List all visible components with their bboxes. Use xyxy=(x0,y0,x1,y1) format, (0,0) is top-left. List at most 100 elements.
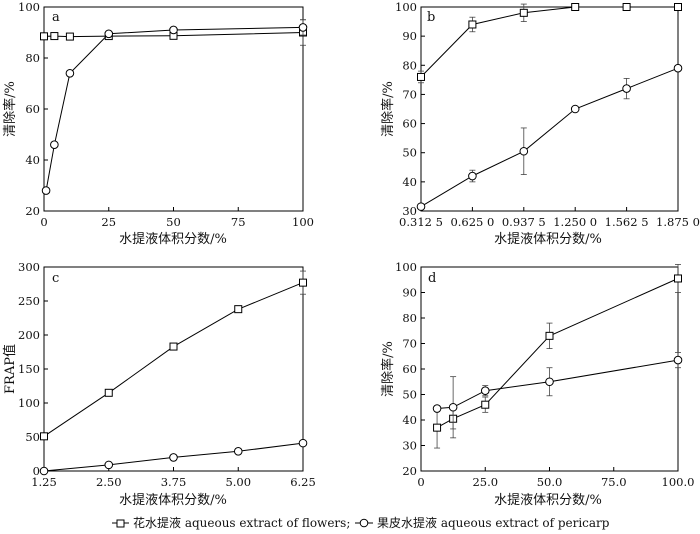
panel-a-point-pericarp xyxy=(65,69,75,78)
panel-d-xlabel: 水提液体积分数/% xyxy=(494,492,602,508)
panel-d-ytick-label: 20 xyxy=(402,464,417,478)
panel-c-point-flowers xyxy=(169,342,178,351)
panel-a-ytick-label: 80 xyxy=(25,51,40,65)
panel-a-ylabel: 清除率/% xyxy=(2,81,18,137)
panel-d-point-flowers xyxy=(433,423,442,432)
panel-d-point-flowers xyxy=(481,400,490,409)
panel-d-ytick-label: 80 xyxy=(402,311,417,325)
panel-a-point-pericarp xyxy=(298,23,308,32)
legend-label-pericarp: 果皮水提液 aqueous extract of pericarp xyxy=(377,515,610,530)
panel-a: a 水提液体积分数/% 清除率/% 0 25 50 75 100 20 40 60 80 100 xyxy=(2,0,314,247)
panel-c-ticks: 1.25 2.50 3.75 5.00 6.25 0 50 100 150 200 250 300 xyxy=(18,260,316,489)
panel-b-marks xyxy=(416,3,683,211)
panel-b-ytick-label: 80 xyxy=(402,58,417,72)
panel-d-xtick-label: 100.0 xyxy=(662,475,695,489)
panel-a-point-pericarp xyxy=(41,186,51,195)
panel-b-series-pericarp-line xyxy=(420,67,679,208)
panel-b-point-flowers xyxy=(519,8,528,17)
panel-c-point-pericarp xyxy=(104,460,114,470)
panel-b-xlabel: 水提液体积分数/% xyxy=(494,231,602,247)
panel-a-point-pericarp xyxy=(50,140,59,149)
panel-c-xlabel: 水提液体积分数/% xyxy=(119,492,227,508)
panel-a-ticks: 0 25 50 75 100 20 40 60 80 100 xyxy=(18,0,314,229)
panel-b-xtick-label: 0.312 5 xyxy=(399,215,443,229)
panel-b-series-flowers-line xyxy=(420,6,678,78)
panel-d-marks xyxy=(432,264,683,449)
panel-c-marks xyxy=(39,270,308,476)
panel-b-ytick-label: 30 xyxy=(402,204,417,218)
panel-b-point-flowers xyxy=(468,20,477,29)
panel-c-point-pericarp xyxy=(169,453,178,462)
panel-b-point-pericarp xyxy=(673,63,683,73)
panel-c-xtick-label: 2.50 xyxy=(96,475,122,489)
panel-c: c 水提液体积分数/% FRAP值 1.25 2.50 3.75 5.00 6.25 0 5… xyxy=(2,260,316,508)
panel-b-ytick-label: 70 xyxy=(402,87,417,101)
panel-d-point-flowers xyxy=(545,331,554,340)
panel-d-point-pericarp xyxy=(448,402,458,412)
panel-d-xtick-label: 0 xyxy=(417,475,424,489)
panel-a-label: a xyxy=(52,10,60,25)
panel-a-marks xyxy=(40,19,308,195)
panel-d-point-pericarp xyxy=(432,404,442,413)
panel-b-point-pericarp xyxy=(416,202,426,211)
panel-d-ytick-label: 70 xyxy=(402,337,417,351)
panel-c-ytick-label: 50 xyxy=(25,430,40,444)
panel-a-xtick-label: 25 xyxy=(101,215,116,229)
panel-d-ytick-label: 30 xyxy=(402,439,417,453)
panel-d-point-pericarp xyxy=(673,355,683,365)
panel-c-point-flowers xyxy=(234,305,243,314)
panel-a-xlabel: 水提液体积分数/% xyxy=(119,231,227,247)
panel-b-ytick-label: 100 xyxy=(395,0,417,14)
legend-circle-marker xyxy=(359,518,369,528)
panel-c-xtick-label: 1.25 xyxy=(31,475,57,489)
panel-d: d 水提液体积分数/% 清除率/% 0 25.0 50.0 75.0 100.0 20 30… xyxy=(380,260,694,508)
panel-b-point-flowers xyxy=(674,3,682,11)
panel-a-ytick-label: 60 xyxy=(25,102,40,116)
panel-d-ytick-label: 60 xyxy=(402,362,417,376)
panel-d-ytick-label: 40 xyxy=(402,413,417,427)
panel-c-xtick-label: 6.25 xyxy=(290,475,316,489)
panel-c-ytick-label: 100 xyxy=(18,396,40,410)
panel-d-xtick-label: 50.0 xyxy=(537,475,563,489)
panel-a-point-pericarp xyxy=(104,29,114,39)
panel-b-xtick-label: 1.562 5 xyxy=(605,215,649,229)
panel-a-xtick-label: 0 xyxy=(40,215,47,229)
panel-c-point-flowers xyxy=(40,432,48,441)
panel-b-xtick-label: 1.250 0 xyxy=(553,215,597,229)
panel-b-point-pericarp xyxy=(519,146,529,156)
panel-a-ytick-label: 100 xyxy=(18,0,40,14)
panel-b-ytick-label: 40 xyxy=(402,175,417,189)
panel-b-xtick-label: 1.875 0 xyxy=(656,215,700,229)
panel-c-series-flowers-line xyxy=(43,282,304,437)
panel-b: b 水提液体积分数/% 清除率/% 0.312 5 0.625 0 0.937 5 1… xyxy=(380,0,700,247)
panel-c-xtick-label: 5.00 xyxy=(225,475,251,489)
panel-d-xtick-label: 25.0 xyxy=(472,475,498,489)
panel-b-ylabel: 清除率/% xyxy=(380,81,396,137)
panel-a-point-flowers xyxy=(65,32,74,41)
panel-b-ytick-label: 50 xyxy=(402,146,417,160)
panel-c-frame xyxy=(43,266,304,472)
panel-b-point-flowers xyxy=(571,3,580,11)
panel-d-label: d xyxy=(428,271,436,286)
panel-d-series-pericarp-line xyxy=(437,359,679,409)
panel-d-point-flowers xyxy=(674,274,682,283)
panel-a-point-pericarp xyxy=(169,25,178,35)
panel-c-ylabel: FRAP值 xyxy=(2,344,18,394)
legend-label-flowers: 花水提液 aqueous extract of flowers; xyxy=(133,515,350,530)
panel-d-ytick-label: 100 xyxy=(395,260,417,274)
legend-square-marker xyxy=(116,519,125,528)
panel-d-xtick-label: 75.0 xyxy=(601,475,627,489)
panel-c-point-flowers xyxy=(299,278,307,287)
panel-b-ytick-label: 60 xyxy=(402,117,417,131)
panel-c-point-pericarp xyxy=(233,446,243,456)
panel-c-ytick-label: 200 xyxy=(18,328,40,342)
panel-a-ytick-label: 40 xyxy=(25,153,40,167)
panel-b-xtick-label: 0.937 5 xyxy=(502,215,546,229)
panel-a-ytick-label: 20 xyxy=(25,204,40,218)
panel-c-ytick-label: 0 xyxy=(33,464,40,478)
panel-c-point-pericarp xyxy=(298,438,308,448)
panel-d-ytick-label: 90 xyxy=(402,286,417,300)
legend: 花水提液 aqueous extract of flowers; 果皮水提液 a… xyxy=(112,515,610,530)
panel-d-point-pericarp xyxy=(480,386,490,395)
